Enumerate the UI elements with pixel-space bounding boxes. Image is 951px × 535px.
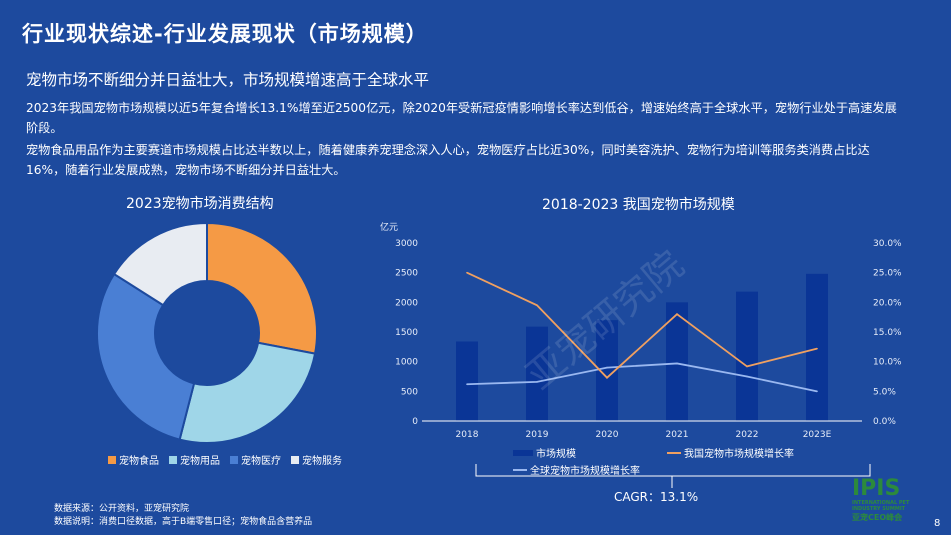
line-point bbox=[536, 381, 538, 383]
cagr-label: CAGR：13.1% bbox=[614, 490, 699, 504]
y-tick-label: 1500 bbox=[395, 328, 418, 338]
y2-tick-label: 0.0% bbox=[873, 417, 896, 427]
bar-2019 bbox=[526, 326, 548, 421]
y-tick-label: 2000 bbox=[395, 298, 418, 308]
donut-slice-3 bbox=[112, 221, 208, 307]
cagr-bracket bbox=[475, 464, 871, 488]
line-point bbox=[606, 366, 608, 369]
bar-2018 bbox=[456, 341, 478, 421]
page-number: 8 bbox=[934, 518, 941, 529]
line-point bbox=[466, 271, 468, 274]
page-title: 行业现状综述-行业发展现状（市场规模） bbox=[22, 22, 428, 46]
line-point bbox=[676, 362, 678, 365]
donut-slice-0 bbox=[206, 221, 318, 355]
legend-global-growth: 全球宠物市场规模增长率 bbox=[513, 462, 640, 477]
y-axis-unit: 亿元 bbox=[380, 221, 398, 233]
y2-tick-label: 25.0% bbox=[873, 269, 902, 279]
line-point bbox=[536, 304, 538, 307]
bar-2023E bbox=[806, 273, 828, 421]
legend-market-size: 市场规模 bbox=[513, 445, 576, 460]
line-point bbox=[466, 383, 468, 386]
pie-legend-item: 宠物服务 bbox=[291, 452, 342, 467]
line-point bbox=[746, 365, 748, 368]
ipis-logo: IPIS INTERNATIONAL PET INDUSTRY SUMMIT 亚… bbox=[852, 476, 910, 523]
donut-slice-1 bbox=[178, 341, 317, 444]
donut-slice-2 bbox=[96, 272, 196, 441]
data-note: 数据说明：消费口径数据，高于B端零售口径；宠物食品含营养品 bbox=[54, 517, 313, 527]
pie-legend: 宠物食品 宠物用品 宠物医疗 宠物服务 bbox=[108, 452, 342, 467]
legend-china-growth: 我国宠物市场规模增长率 bbox=[667, 445, 794, 460]
x-tick-label: 2019 bbox=[526, 430, 549, 440]
y2-tick-label: 30.0% bbox=[873, 239, 902, 249]
y2-tick-label: 20.0% bbox=[873, 298, 902, 308]
x-tick-label: 2018 bbox=[456, 430, 479, 440]
line-point bbox=[746, 375, 748, 378]
x-tick-label: 2021 bbox=[666, 430, 689, 440]
x-tick-label: 2020 bbox=[596, 430, 619, 440]
paragraph-2: 宠物食品用品作为主要赛道市场规模占比达半数以上，随着健康养宠理念深入人心，宠物医… bbox=[26, 143, 870, 177]
bar-2022 bbox=[736, 291, 758, 421]
line-china-growth bbox=[466, 271, 818, 379]
line-global-growth bbox=[466, 362, 818, 393]
y-tick-label: 500 bbox=[401, 387, 418, 397]
pie-legend-item: 宠物用品 bbox=[169, 452, 220, 467]
paragraph-1: 2023年我国宠物市场规模以近5年复合增长13.1%增至近2500亿元，除202… bbox=[26, 101, 897, 135]
pie-legend-item: 宠物食品 bbox=[108, 452, 159, 467]
pie-legend-item: 宠物医疗 bbox=[230, 452, 281, 467]
bar-chart-title: 2018-2023 我国宠物市场规模 bbox=[542, 197, 735, 213]
y2-tick-label: 5.0% bbox=[873, 387, 896, 397]
y-tick-label: 0 bbox=[412, 417, 418, 427]
bar-2020 bbox=[596, 320, 618, 421]
y-tick-label: 2500 bbox=[395, 269, 418, 279]
line-point bbox=[816, 347, 818, 350]
bar-2021 bbox=[666, 302, 688, 421]
y2-tick-label: 10.0% bbox=[873, 358, 902, 368]
pie-title: 2023宠物市场消费结构 bbox=[126, 196, 274, 212]
y-tick-label: 3000 bbox=[395, 239, 418, 249]
line-point bbox=[606, 376, 608, 379]
donut-chart bbox=[96, 221, 318, 444]
data-source: 数据来源：公开资料，亚宠研究院 bbox=[54, 504, 190, 514]
x-tick-label: 2022 bbox=[736, 430, 759, 440]
bar-line-chart: 亿元 0 500 1000 1500 2000 2500 3000 0.0% 5.0% 10.0% 1… bbox=[380, 221, 902, 440]
line-point bbox=[816, 390, 818, 393]
line-point bbox=[676, 313, 678, 315]
y2-tick-label: 15.0% bbox=[873, 328, 902, 338]
x-tick-label: 2023E bbox=[803, 430, 832, 440]
y-tick-label: 1000 bbox=[395, 358, 418, 368]
subtitle: 宠物市场不断细分并日益壮大，市场规模增速高于全球水平 bbox=[26, 71, 430, 89]
